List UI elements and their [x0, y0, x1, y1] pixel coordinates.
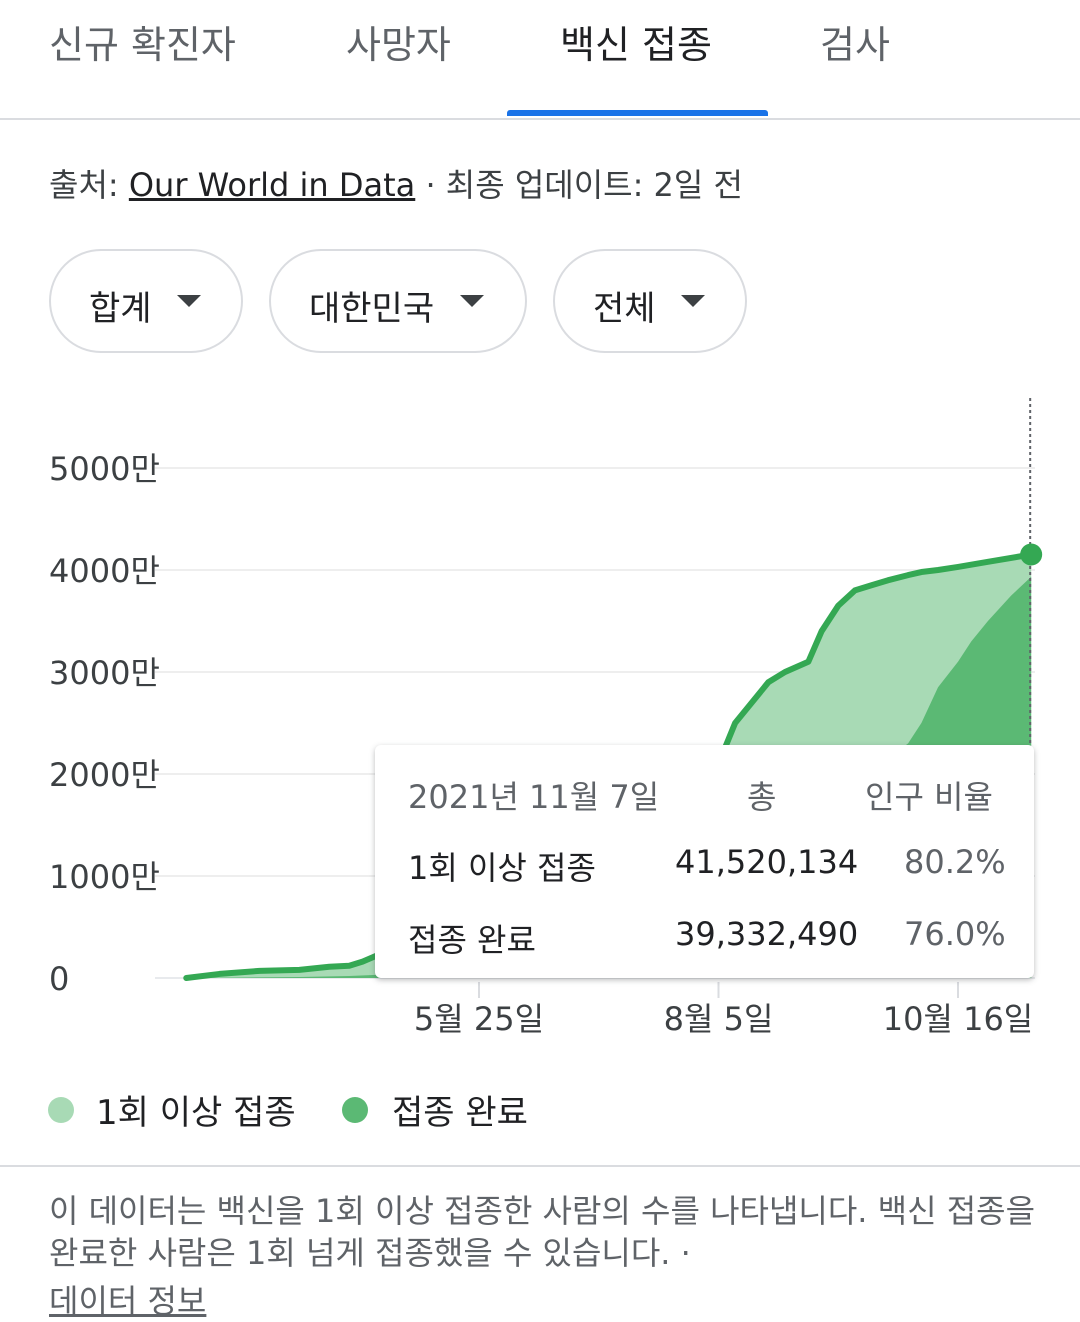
y-tick-label: 2000만 [49, 756, 160, 794]
divider [0, 1165, 1080, 1167]
active-tab-indicator [507, 110, 768, 116]
data-info-link[interactable]: 데이터 정보 [49, 1282, 207, 1320]
chart-tooltip: 2021년 11월 7일 총 인구 비율 1회 이상 접종 41,520,134… [375, 745, 1034, 978]
tab-deaths[interactable]: 사망자 [346, 23, 451, 67]
tooltip-row-total: 41,520,134 [675, 843, 859, 881]
last-updated: · 최종 업데이트: 2일 전 [415, 166, 743, 204]
population-filter-label: 전체 [593, 289, 656, 329]
population-filter-dropdown[interactable]: 전체 [553, 249, 747, 353]
tooltip-row-label: 1회 이상 접종 [408, 849, 596, 887]
region-filter-dropdown[interactable]: 대한민국 [269, 249, 527, 353]
tooltip-row-ratio: 76.0% [904, 915, 1006, 953]
legend-label: 1회 이상 접종 [96, 1093, 296, 1133]
region-filter-label: 대한민국 [309, 289, 435, 329]
hover-point [1020, 543, 1043, 566]
source-prefix: 출처: [49, 166, 129, 204]
x-tick-label: 10월 16일 [883, 1000, 1034, 1038]
x-tick-label: 8월 5일 [664, 1000, 774, 1038]
tooltip-col-total: 총 [747, 778, 777, 816]
aggregate-filter-dropdown[interactable]: 합계 [49, 249, 243, 353]
y-tick-label: 3000만 [49, 654, 160, 692]
tooltip-col-ratio: 인구 비율 [865, 778, 993, 816]
dropdown-caret-icon [177, 295, 201, 307]
chart-description: 이 데이터는 백신을 1회 이상 접종한 사람의 수를 나타냅니다. 백신 접종… [49, 1192, 1036, 1272]
tab-new-cases[interactable]: 신규 확진자 [49, 23, 236, 67]
tooltip-date: 2021년 11월 7일 [408, 778, 660, 816]
dropdown-caret-icon [681, 295, 705, 307]
legend-swatch [48, 1097, 74, 1123]
legend-swatch [342, 1097, 368, 1123]
y-tick-label: 1000만 [49, 858, 160, 896]
y-tick-label: 0 [49, 960, 69, 998]
tooltip-row-ratio: 80.2% [904, 843, 1006, 881]
tab-bar: 신규 확진자 사망자 백신 접종 검사 [0, 0, 1080, 120]
y-tick-label: 4000만 [49, 552, 160, 590]
dropdown-caret-icon [460, 295, 484, 307]
x-tick-label: 5월 25일 [414, 1000, 544, 1038]
tab-vaccinations[interactable]: 백신 접종 [560, 23, 712, 67]
y-tick-label: 5000만 [49, 450, 160, 488]
source-link[interactable]: Our World in Data [128, 166, 416, 204]
tooltip-row-total: 39,332,490 [675, 915, 859, 953]
aggregate-filter-label: 합계 [89, 289, 152, 329]
legend-label: 접종 완료 [392, 1093, 528, 1133]
tooltip-row-label: 접종 완료 [408, 921, 536, 959]
tab-tests[interactable]: 검사 [820, 23, 890, 67]
source-line: 출처: Our World in Data · 최종 업데이트: 2일 전 [49, 160, 743, 206]
